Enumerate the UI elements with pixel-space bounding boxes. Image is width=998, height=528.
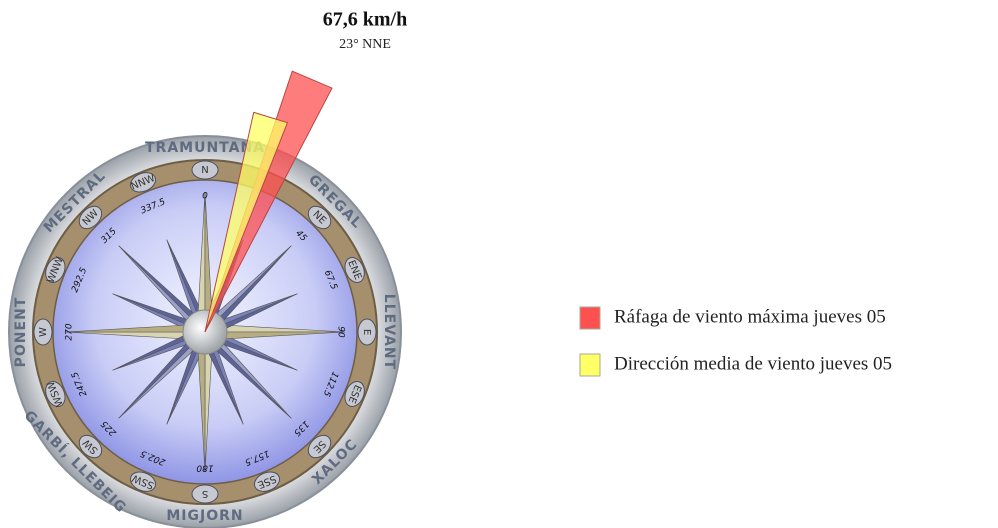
legend-swatch <box>580 354 600 376</box>
chart: NNEENEEESESESSESSSWSWWSWWWNWNWNNW04567.5… <box>0 0 998 528</box>
legend: Ráfaga de viento máxima jueves 05 Direcci… <box>580 306 892 376</box>
chart-title: 67,6 km/h <box>323 9 407 31</box>
legend-label: Ráfaga de viento máxima jueves 05 <box>614 306 886 327</box>
point-label: W <box>38 327 49 337</box>
chart-subtitle: 23° NNE <box>339 37 391 52</box>
wind-name: PONENT <box>13 297 29 368</box>
page: NNEENEEESESESSESSSWSWWSWWWNWNWNNW04567.5… <box>0 0 998 528</box>
point-label: E <box>361 329 372 335</box>
point-label: N <box>201 165 208 176</box>
wind-name: MIGJORN <box>166 508 243 524</box>
legend-swatch <box>580 307 600 329</box>
wind-name: LLEVANT <box>381 294 397 370</box>
point-label: S <box>202 488 208 499</box>
degree-label: 270 <box>65 323 75 340</box>
degree-label: 0 <box>202 192 208 202</box>
degree-label: 180 <box>196 463 213 473</box>
degree-label: 90 <box>336 326 346 338</box>
legend-label: Dirección media de viento jueves 05 <box>614 353 892 374</box>
